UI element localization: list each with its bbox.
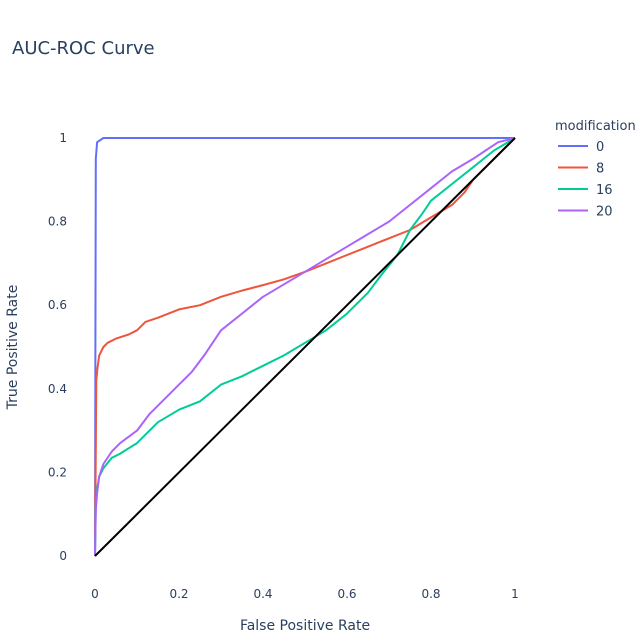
- diagonal-reference-line: [94, 137, 516, 557]
- y-axis-ticks: 0 0.2 0.4 0.6 0.8 1: [48, 131, 67, 563]
- legend-label-16[interactable]: 16: [596, 183, 613, 198]
- y-tick-label: 0: [59, 549, 67, 563]
- y-tick-label: 0.2: [48, 465, 67, 479]
- x-tick-label: 0.2: [169, 587, 188, 601]
- y-tick-label: 0.6: [48, 298, 67, 312]
- x-axis-ticks: 0 0.2 0.4 0.6 0.8 1: [91, 587, 519, 601]
- legend: modification 0 8 16 20: [555, 119, 636, 220]
- y-tick-label: 1: [59, 131, 67, 145]
- chart-title: AUC-ROC Curve: [12, 38, 155, 59]
- legend-label-8[interactable]: 8: [596, 162, 604, 177]
- y-axis-title: True Positive Rate: [5, 285, 21, 411]
- x-tick-label: 0: [91, 587, 99, 601]
- series-line-16: [94, 137, 516, 557]
- series-line-20: [94, 137, 516, 557]
- legend-title: modification: [555, 119, 636, 134]
- x-axis-title: False Positive Rate: [240, 618, 370, 632]
- legend-label-0[interactable]: 0: [596, 140, 604, 155]
- legend-label-20[interactable]: 20: [596, 205, 613, 220]
- x-tick-label: 1: [511, 587, 519, 601]
- x-tick-label: 0.6: [337, 587, 356, 601]
- x-tick-label: 0.8: [421, 587, 440, 601]
- y-tick-label: 0.8: [48, 215, 67, 229]
- series-line-8: [94, 137, 516, 557]
- x-tick-label: 0.4: [253, 587, 272, 601]
- y-tick-label: 0.4: [48, 382, 67, 396]
- plot-area: [94, 137, 516, 557]
- series-line-0: [94, 137, 515, 557]
